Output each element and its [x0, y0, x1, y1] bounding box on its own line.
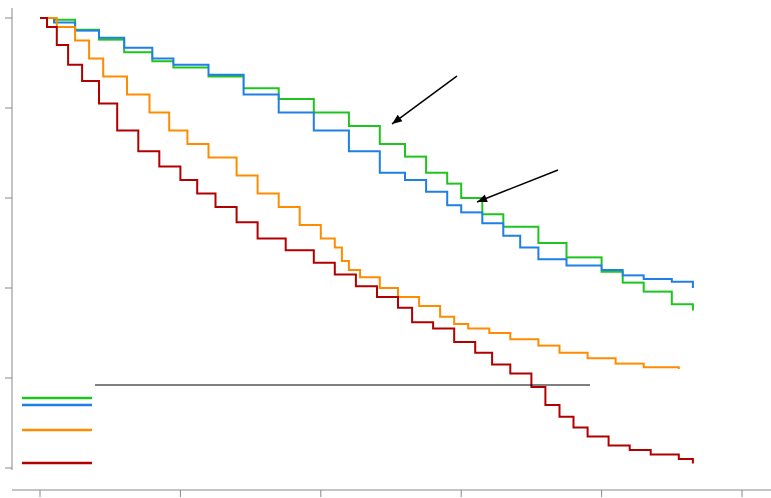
series-line-orange [40, 17, 680, 369]
legend [22, 384, 590, 465]
annotation-arrowhead-blue [477, 194, 488, 202]
y-ticks [5, 17, 12, 469]
series-line-green [40, 17, 694, 311]
annotation-arrow-blue [476, 169, 559, 203]
series-layer [40, 17, 694, 464]
series-line-blue [40, 17, 694, 288]
series-line-red [40, 17, 694, 464]
annotation-arrow-green [391, 75, 458, 125]
annotation-arrows [391, 75, 559, 203]
annotation-arrowhead-green [392, 114, 403, 124]
x-ticks [39, 490, 743, 497]
plot-frame [11, 8, 771, 491]
